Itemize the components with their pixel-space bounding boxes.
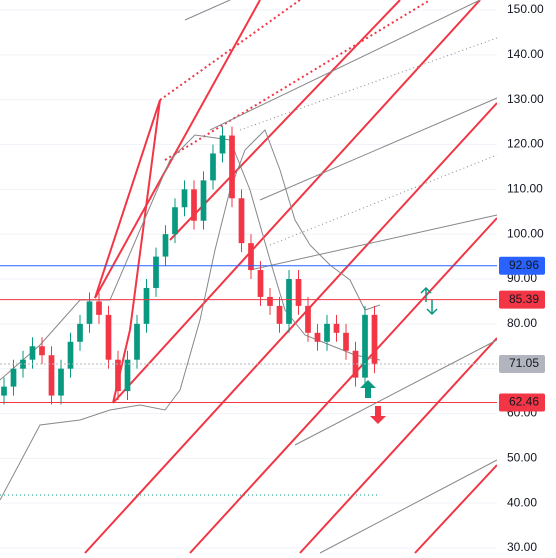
candle-body: [362, 314, 368, 378]
arrow-down-red: [370, 406, 386, 424]
y-tick-label: 130.00: [507, 92, 544, 106]
price-label-bg: [499, 354, 545, 373]
dotted-red-line: [159, 0, 301, 101]
axis-background: [497, 0, 556, 558]
band-line: [0, 129, 381, 501]
candle-body: [153, 256, 159, 288]
candle-body: [305, 305, 311, 333]
candle-body: [162, 234, 169, 257]
candle-body: [314, 332, 321, 342]
pitchfork-line: [414, 464, 498, 554]
candle-body: [1, 386, 7, 396]
arrow-up-green: [360, 380, 376, 398]
price-label-bg: [499, 256, 545, 275]
candle-body: [276, 305, 283, 324]
y-tick-label: 100.00: [507, 226, 544, 240]
pitchfork-line: [94, 99, 161, 299]
candle-body: [219, 135, 226, 154]
candle-body: [105, 314, 112, 360]
price-label: 71.05: [509, 356, 539, 370]
gray-dotted-line: [239, 37, 498, 131]
price-lines: [0, 265, 497, 403]
candle-body: [229, 135, 235, 199]
dotted-red-line: [164, 0, 431, 161]
pitchfork-line: [299, 337, 498, 554]
y-tick-label: 110.00: [507, 182, 543, 196]
price-label: 62.46: [509, 395, 539, 409]
candle-body: [324, 323, 330, 342]
candle-body: [58, 368, 64, 396]
candle-body: [286, 279, 292, 324]
price-label-bg: [499, 393, 545, 412]
price-label-bg: [499, 290, 545, 309]
price-label: 92.96: [509, 258, 539, 272]
pitchfork-line: [169, 0, 401, 241]
candle-body: [333, 323, 340, 333]
double-arrow: [420, 286, 438, 316]
candle-body: [10, 368, 17, 387]
candle-body: [134, 323, 140, 360]
candle-body: [248, 243, 254, 271]
candle-body: [96, 301, 102, 315]
candle-body: [343, 332, 349, 351]
candle-body: [181, 189, 188, 208]
candle-body: [86, 301, 93, 324]
candle-body: [67, 341, 74, 369]
candle-body: [238, 198, 245, 244]
candle-body: [48, 355, 55, 396]
y-tick-label: 40.00: [507, 495, 537, 509]
candle-body: [210, 153, 216, 181]
gray-line: [209, 0, 481, 131]
candle-body: [352, 350, 359, 378]
y-tick-label: 50.00: [507, 451, 537, 465]
candle-body: [371, 314, 378, 365]
grid: [0, 9, 497, 549]
candles: [1, 126, 378, 405]
candle-body: [295, 279, 302, 306]
y-tick-label: 30.00: [507, 540, 537, 554]
gray-lines: [0, 0, 498, 554]
candle-body: [20, 359, 26, 369]
pitchfork-line: [84, 102, 498, 554]
pitchfork: [84, 0, 498, 554]
candle-body: [29, 346, 36, 360]
gray-line: [294, 339, 498, 446]
y-tick-label: 120.00: [507, 137, 544, 151]
pitchfork-line: [129, 99, 161, 331]
price-label: 85.39: [509, 292, 539, 306]
pitchfork-line: [94, 0, 261, 299]
drawings: [0, 0, 498, 554]
candle-body: [115, 359, 121, 392]
candle-body: [257, 270, 264, 297]
gray-line: [184, 0, 231, 21]
y-tick-label: 80.00: [507, 316, 537, 330]
pitchfork-line: [189, 217, 498, 554]
pitchfork-line: [112, 0, 481, 404]
y-tick-label: 150.00: [507, 2, 544, 16]
gray-line: [259, 97, 498, 201]
gray-line: [319, 459, 498, 554]
candle-body: [172, 207, 178, 235]
candle-body: [39, 346, 45, 356]
candle-body: [200, 180, 207, 221]
candle-body: [267, 296, 273, 306]
candle-body: [124, 359, 131, 392]
y-tick-label: 140.00: [507, 47, 544, 61]
price-axis: 30.0040.0050.0060.0070.0080.0090.00100.0…: [499, 2, 545, 554]
candle-body: [77, 323, 83, 342]
gray-dotted-line: [269, 154, 498, 246]
candle-body: [143, 287, 150, 324]
gray-line: [249, 214, 498, 271]
candle-body: [191, 189, 197, 221]
